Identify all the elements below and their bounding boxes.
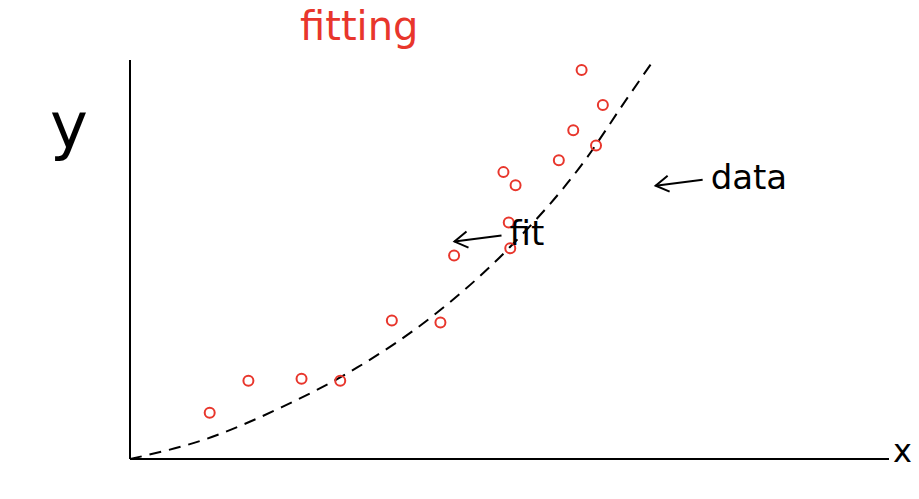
- html-text:y: y: [50, 89, 88, 163]
- html-text:fitting: fitting: [300, 3, 419, 49]
- svg-text:data: data: [711, 157, 788, 197]
- svg-text:fit: fit: [510, 213, 545, 253]
- html-text:x: x: [893, 432, 912, 470]
